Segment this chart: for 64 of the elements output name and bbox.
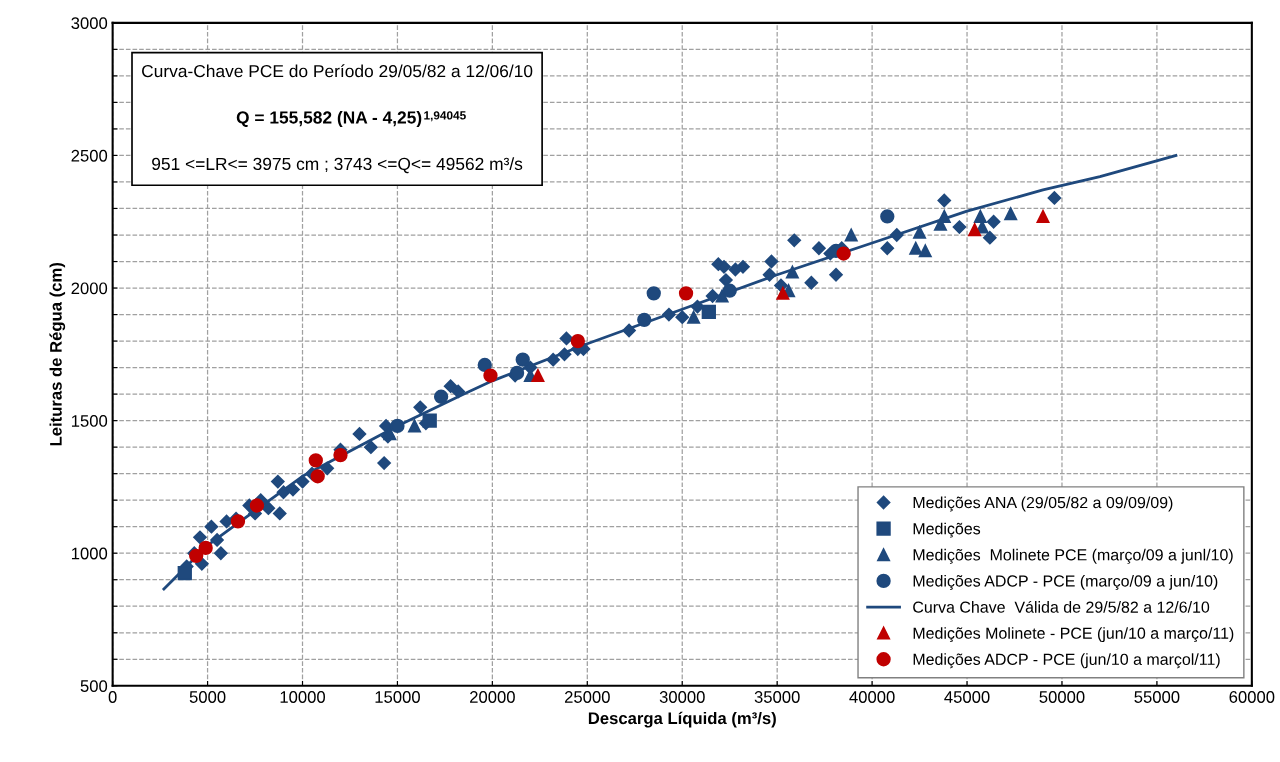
- point: [422, 413, 437, 428]
- point: [836, 246, 851, 261]
- point: [646, 286, 661, 301]
- point: [531, 369, 545, 383]
- point: [390, 418, 405, 434]
- point: [433, 389, 449, 404]
- x-tick-label: 5000: [189, 691, 226, 703]
- y-tick-label: 1000: [71, 547, 108, 560]
- point: [722, 283, 737, 298]
- x-tick-label: 55000: [1134, 691, 1180, 703]
- y-axis-title: Leituras de Régua (cm): [49, 263, 66, 446]
- annotation: Curva-Chave PCE do Período 29/05/82 a 12/06/10: [142, 64, 533, 78]
- legend-label: Medições Molinete PCE (março/09 a junl/10): [913, 548, 1233, 564]
- y-tick-label: 1500: [71, 415, 108, 427]
- x-tick-label: 45000: [944, 691, 990, 703]
- x-tick-label: 40000: [849, 691, 895, 703]
- point: [408, 419, 421, 433]
- point: [968, 223, 982, 237]
- point: [198, 540, 213, 556]
- point: [785, 265, 799, 279]
- x-tick-label: 30000: [659, 691, 705, 703]
- x-tick-label: 25000: [564, 691, 610, 703]
- point: [310, 469, 325, 484]
- point: [177, 565, 192, 581]
- point: [776, 286, 790, 300]
- x-tick-label: 60000: [1229, 691, 1275, 703]
- point: [1036, 209, 1050, 223]
- point: [880, 209, 895, 224]
- point: [249, 498, 265, 513]
- point: [1004, 207, 1018, 221]
- legend-label: Curva Chave Válida de 29/5/82 a 12/6/10: [913, 600, 1210, 613]
- point: [937, 209, 951, 223]
- x-axis-title: Descarga Líquida (m³/s): [588, 711, 776, 728]
- point: [333, 447, 348, 463]
- legend-label: Medições Molinete - PCE (jun/10 a março/11): [913, 627, 1234, 643]
- point: [570, 333, 585, 349]
- y-tick-label: 2500: [71, 149, 108, 162]
- point: [918, 244, 932, 258]
- legend-label: Medições: [913, 522, 981, 538]
- x-tick-label: 10000: [280, 691, 326, 703]
- point: [973, 209, 987, 223]
- y-tick-label: 3000: [71, 17, 108, 30]
- point: [477, 357, 492, 373]
- x-tick-label: 0: [108, 691, 117, 703]
- point: [913, 225, 927, 239]
- x-tick-label: 15000: [375, 691, 420, 703]
- y-tick-label: 500: [80, 680, 108, 692]
- point: [844, 228, 858, 242]
- point: [515, 352, 530, 367]
- legend-label: Medições ADCP - PCE (março/09 a jun/10): [913, 574, 1218, 590]
- legend-label: Medições ADCP - PCE (jun/10 a marçol/11): [913, 653, 1220, 669]
- x-tick-label: 20000: [470, 691, 515, 703]
- point: [687, 310, 701, 324]
- point: [308, 453, 323, 468]
- point: [637, 312, 652, 328]
- legend-label: Medições ANA (29/05/82 a 09/09/09): [913, 496, 1173, 512]
- annotation: 951 <=LR<= 3975 cm ; 3743 <=Q<= 49562 m³/s: [152, 157, 523, 174]
- point: [678, 286, 694, 301]
- x-tick-label: 35000: [754, 691, 800, 703]
- point: [483, 368, 498, 383]
- x-tick-label: 50000: [1039, 691, 1085, 703]
- point: [909, 241, 923, 255]
- y-tick-label: 2000: [71, 282, 108, 295]
- point: [701, 304, 716, 320]
